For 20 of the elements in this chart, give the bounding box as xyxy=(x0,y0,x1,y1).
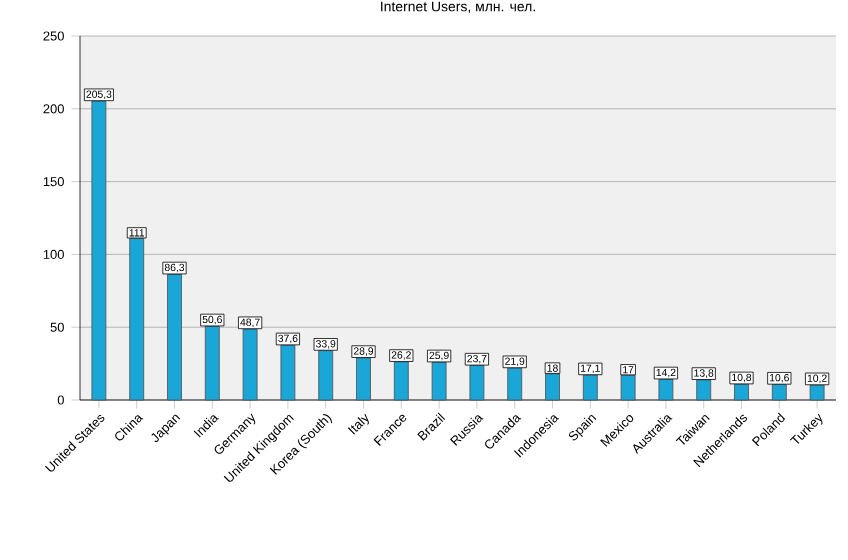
bar xyxy=(356,357,371,401)
bar xyxy=(545,373,560,401)
bar xyxy=(204,325,220,401)
bar xyxy=(167,273,182,401)
bar xyxy=(734,383,749,401)
bar xyxy=(242,328,258,401)
bar xyxy=(809,384,825,401)
bar xyxy=(431,361,447,401)
bar xyxy=(771,384,787,401)
bar xyxy=(318,350,334,401)
bar xyxy=(582,374,598,401)
bar xyxy=(129,237,145,401)
bar xyxy=(696,379,712,401)
bar xyxy=(469,365,485,401)
bar xyxy=(280,344,296,401)
bar xyxy=(620,374,636,401)
bar xyxy=(507,367,523,401)
bar xyxy=(393,361,409,401)
bar xyxy=(658,378,674,401)
bar xyxy=(91,100,107,401)
